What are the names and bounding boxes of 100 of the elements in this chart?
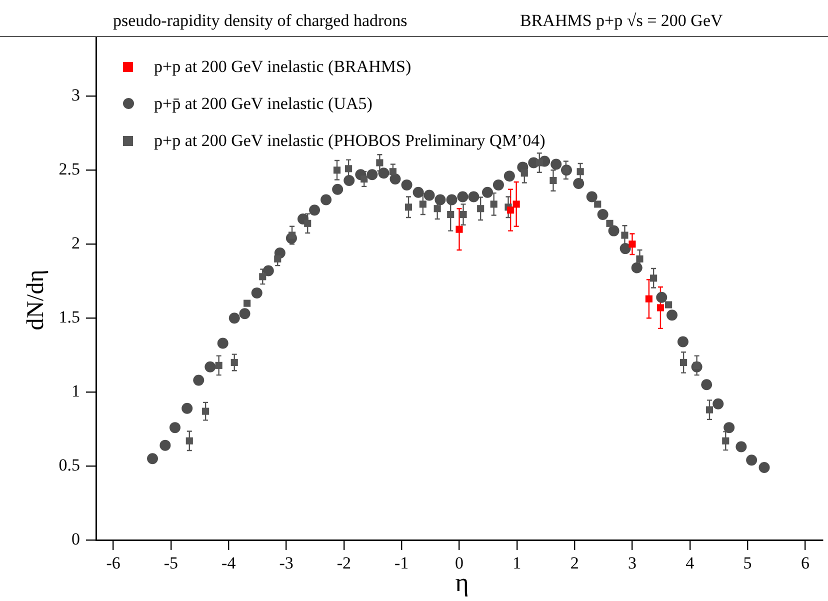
x-tick-label: -3	[279, 554, 294, 573]
point	[182, 402, 193, 414]
point	[304, 220, 312, 227]
x-tick-label: -4	[222, 554, 236, 573]
point	[230, 358, 238, 366]
x-tick-label: 1	[512, 554, 522, 573]
point	[239, 308, 250, 320]
point	[244, 300, 251, 307]
legend-label: p+p at 200 GeV inelastic (PHOBOS Preliminary QM’04)	[154, 130, 546, 150]
point	[608, 225, 620, 236]
point	[147, 453, 158, 464]
point	[456, 226, 463, 233]
point	[606, 220, 614, 227]
point	[344, 175, 355, 186]
point	[262, 265, 274, 276]
point	[636, 255, 644, 262]
point	[724, 422, 735, 434]
y-tick-label: 0	[72, 529, 80, 548]
point	[477, 205, 484, 212]
y-tick-label: 1	[72, 382, 80, 401]
point	[169, 422, 180, 434]
point	[722, 437, 730, 444]
point	[309, 204, 320, 216]
point	[446, 194, 458, 206]
x-tick-label: 4	[686, 554, 695, 573]
x-tick-label: -6	[106, 554, 120, 573]
point	[434, 205, 441, 212]
x-tick-label: 2	[570, 554, 579, 573]
point	[215, 362, 222, 369]
point	[666, 310, 678, 321]
point	[576, 168, 584, 176]
point	[404, 204, 412, 211]
point	[712, 398, 724, 410]
point	[447, 210, 454, 218]
x-tick-label: 3	[628, 554, 636, 573]
point	[259, 273, 266, 280]
point	[482, 186, 494, 198]
point	[376, 159, 384, 166]
point	[332, 184, 344, 195]
point	[680, 358, 688, 366]
point	[424, 190, 435, 201]
point	[650, 274, 658, 282]
point	[656, 304, 664, 312]
point	[401, 179, 412, 190]
point	[736, 441, 747, 452]
point	[665, 301, 672, 308]
x-tick-label: -5	[164, 554, 178, 573]
point	[677, 336, 688, 348]
y-tick-label: 1.5	[58, 308, 80, 327]
point	[217, 338, 228, 349]
point	[320, 194, 332, 206]
point	[274, 255, 282, 262]
x-tick-label: 6	[800, 554, 810, 573]
point	[202, 408, 210, 415]
point	[390, 174, 401, 185]
point	[434, 194, 446, 206]
point	[419, 200, 426, 208]
y-tick-label: 0.5	[58, 456, 80, 474]
point	[389, 168, 396, 176]
point	[550, 176, 557, 184]
point	[597, 209, 608, 220]
point	[550, 158, 562, 170]
chart-title: pseudo-rapidity density of charged hadrons	[113, 11, 408, 31]
point	[621, 232, 628, 239]
point	[457, 191, 468, 202]
point	[520, 170, 528, 177]
point	[631, 262, 642, 274]
x-tick-label: -2	[336, 554, 352, 573]
point	[620, 243, 631, 254]
x-tick-label: 5	[743, 554, 752, 573]
point	[468, 191, 480, 202]
point	[160, 440, 171, 451]
legend-label: p+p at 200 GeV inelastic (BRAHMS)	[154, 56, 412, 76]
point	[512, 200, 520, 208]
point	[701, 379, 712, 390]
point	[746, 454, 758, 466]
point	[536, 159, 543, 166]
point	[193, 374, 204, 386]
point	[490, 200, 498, 208]
point	[706, 406, 714, 414]
point	[586, 191, 598, 202]
point	[378, 168, 390, 179]
point	[628, 240, 636, 248]
point	[412, 186, 424, 198]
point	[251, 287, 262, 298]
y-axis-title: dN/dη	[22, 270, 50, 330]
point	[204, 361, 216, 372]
point	[594, 200, 602, 208]
point	[573, 178, 584, 189]
point	[504, 170, 515, 182]
y-tick-label: 2	[72, 234, 80, 253]
point	[360, 175, 368, 183]
point	[645, 295, 652, 302]
point	[507, 206, 514, 214]
legend-label: p+p̄ at 200 GeV inelastic (UA5)	[154, 94, 372, 114]
x-tick-label: -1	[394, 554, 409, 573]
point	[345, 165, 352, 172]
point	[366, 169, 378, 180]
y-tick-label: 3	[72, 86, 80, 105]
y-tick-label: 2.5	[58, 160, 80, 179]
